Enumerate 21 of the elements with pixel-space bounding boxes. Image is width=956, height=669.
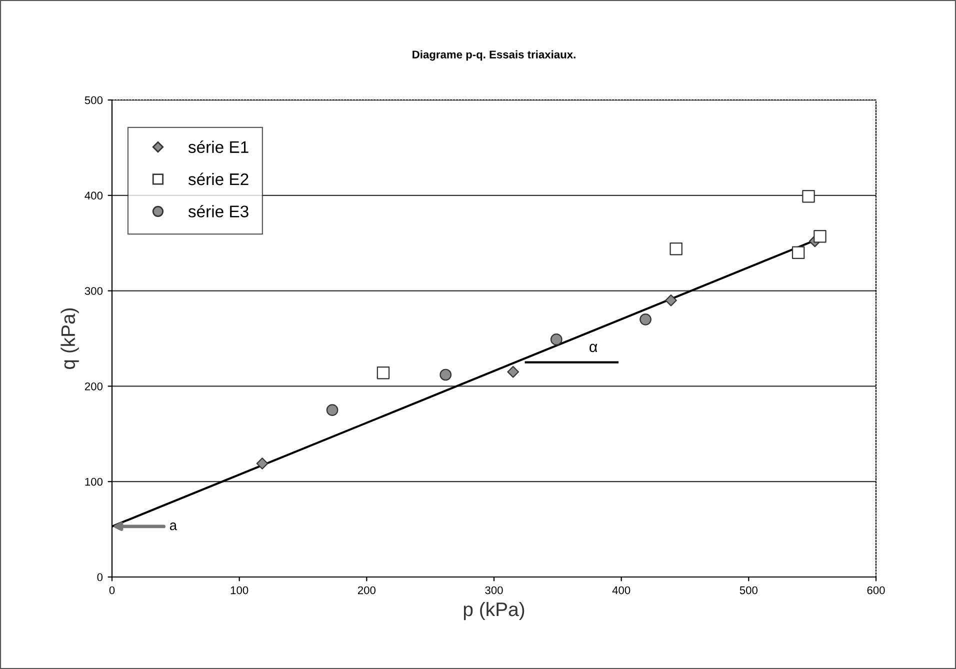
x-tick-label: 200 [358,586,376,594]
y-tick-label: 100 [85,478,103,486]
x-tick-label: 600 [867,586,885,594]
chart-title: Diagrame p-q. Essais triaxiaux. [412,50,576,61]
legend-label: série E1 [188,140,248,153]
legend-label: série E2 [188,172,248,186]
y-tick-label: 300 [84,287,103,295]
y-tick-label: 400 [84,192,103,200]
legend-label: série E3 [188,204,248,218]
annotation: a [170,522,178,530]
x-tick-label: 0 [109,586,115,594]
y-axis-title: q (kPa) [60,308,79,370]
x-tick-label: 400 [612,586,630,594]
annotation: α [590,344,598,352]
x-axis-title: p (kPa) [464,602,524,620]
y-tick-label: 500 [84,96,103,104]
x-tick-label: 500 [740,586,758,594]
x-tick-label: 100 [230,586,248,594]
x-tick-label: 300 [485,586,503,594]
y-tick-label: 0 [97,573,103,582]
y-tick-label: 200 [84,382,103,390]
